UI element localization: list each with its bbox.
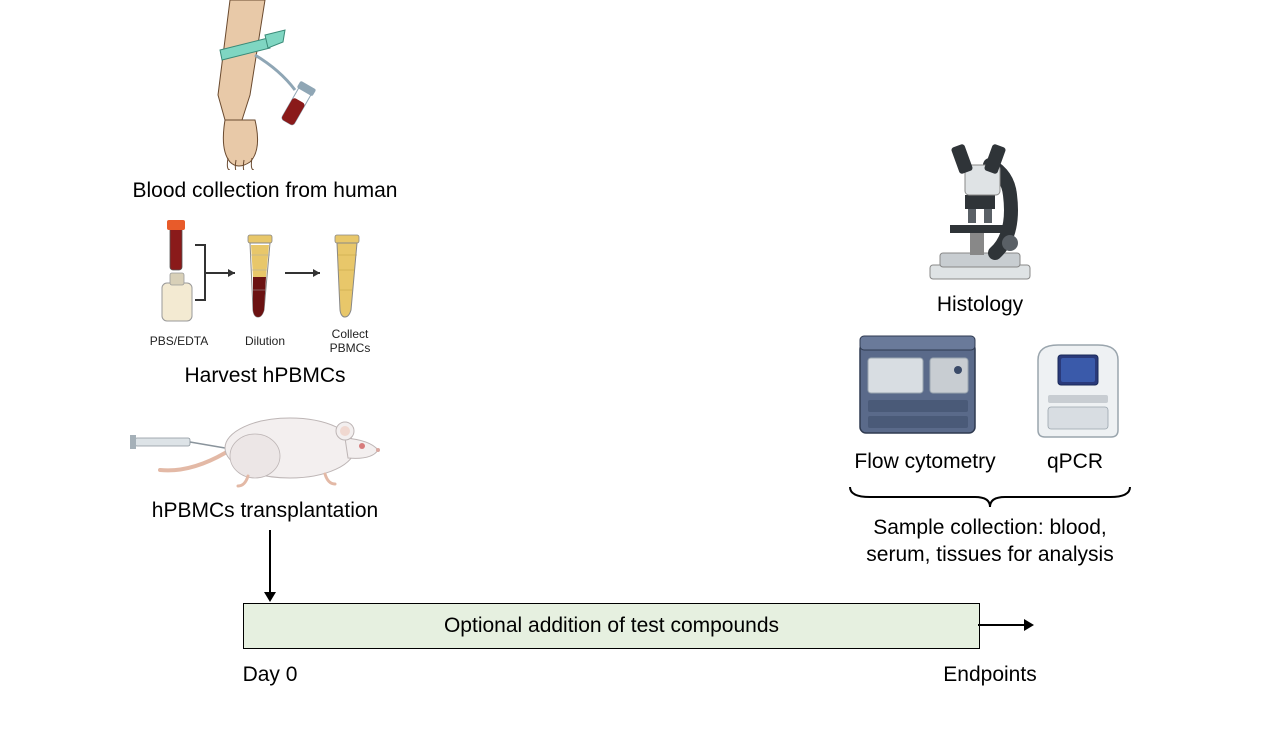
flow-cytometer-icon (850, 328, 990, 448)
arm-blood-draw-icon (170, 0, 370, 170)
dilution-label: Dilution (240, 334, 290, 348)
flow-cytometry-label: Flow cytometry (845, 450, 1005, 474)
timeline-box-text: Optional addition of test compounds (444, 614, 779, 638)
histology-illustration (910, 125, 1050, 285)
harvest-label: Harvest hPBMCs (155, 364, 375, 388)
sample-collection-line2: serum, tissues for analysis (866, 543, 1113, 566)
transplantation-label: hPBMCs transplantation (140, 499, 390, 523)
down-arrow-icon (260, 530, 280, 605)
endpoints-label: Endpoints (930, 663, 1050, 687)
collect-label: Collect PBMCs (325, 327, 375, 355)
sample-collection-line1: Sample collection: blood, (873, 516, 1106, 539)
microscope-icon (910, 125, 1050, 285)
brace-icon (840, 481, 1140, 511)
endpoint-arrow-icon (978, 615, 1038, 635)
sample-collection-label: Sample collection: blood, serum, tissues… (840, 514, 1140, 569)
flow-cytometry-illustration (850, 328, 990, 448)
qpcr-illustration (1023, 335, 1133, 445)
pbs-label: PBS/EDTA (149, 334, 209, 348)
histology-label: Histology (920, 293, 1040, 317)
blood-collection-label: Blood collection from human (115, 179, 415, 203)
timeline-box: Optional addition of test compounds (243, 603, 980, 649)
day0-label: Day 0 (225, 663, 315, 687)
qpcr-machine-icon (1023, 335, 1133, 445)
transplantation-illustration (130, 398, 390, 498)
mouse-injection-icon (130, 398, 390, 498)
blood-draw-illustration (170, 0, 370, 170)
qpcr-label: qPCR (1035, 450, 1115, 474)
